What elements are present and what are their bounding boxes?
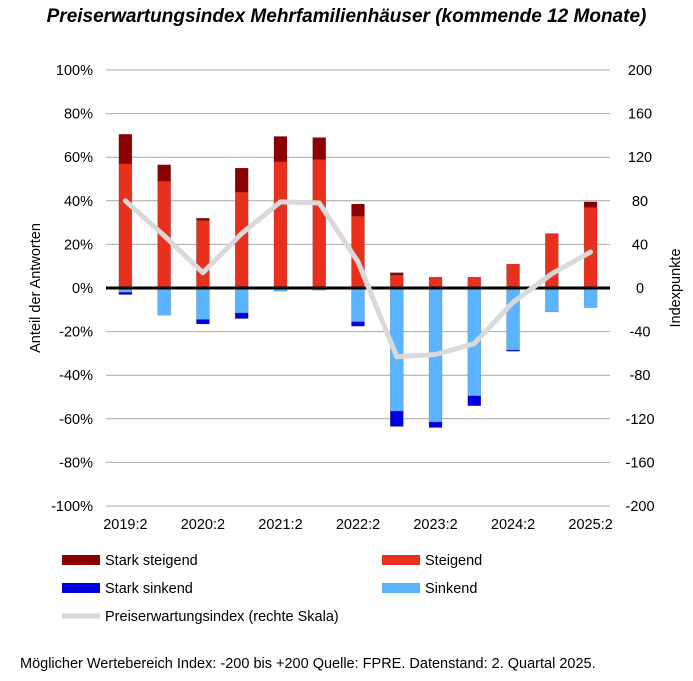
bar-sinkend <box>545 287 559 313</box>
x-tick-label: 2022:2 <box>336 517 380 533</box>
bar-steigend <box>196 220 210 289</box>
index-line-layer <box>122 198 594 360</box>
axis-layer: 100% 80% 60% 40% 20% 0% -20% -40% -60% -80% -100% 2… <box>28 63 684 533</box>
y2-tick-label: 40 <box>632 237 648 253</box>
y2-tick-label: 80 <box>632 194 648 210</box>
footnote: Möglicher Wertebereich Index: -200 bis +… <box>20 656 596 672</box>
x-tick-label: 2020:2 <box>181 517 225 533</box>
bar-stark-sinkend <box>506 349 520 352</box>
chart-title: Preiserwartungsindex Mehrfamilienhäuser … <box>46 6 647 27</box>
y2-tick-label: -40 <box>630 325 651 341</box>
bar-stark-sinkend <box>428 421 443 428</box>
bar-stark-steigend <box>390 272 404 276</box>
y-tick-label: 20% <box>64 237 93 253</box>
bar-stark-steigend <box>312 137 326 160</box>
bar-stark-steigend <box>351 203 365 217</box>
y-tick-label: 60% <box>64 150 93 166</box>
bar-stark-sinkend <box>234 312 249 319</box>
x-tick-label: 2023:2 <box>413 517 457 533</box>
bar-steigend <box>312 159 326 289</box>
bar-steigend <box>428 276 443 289</box>
y2-axis-title: Indexpunkte <box>668 248 684 327</box>
bar-steigend <box>467 276 482 289</box>
bar-stark-sinkend <box>390 410 404 427</box>
bar-stark-sinkend <box>118 292 133 295</box>
y-tick-label: -100% <box>51 499 93 515</box>
y-tick-label: 100% <box>56 63 93 79</box>
bar-stark-steigend <box>234 167 249 193</box>
bar-layer <box>118 134 598 428</box>
y2-tick-label: 0 <box>636 281 644 297</box>
bar-stark-sinkend <box>351 321 365 327</box>
bar-steigend <box>506 263 520 289</box>
legend-label-stark-sinkend: Stark sinkend <box>105 581 193 597</box>
x-tick-label: 2019:2 <box>103 517 147 533</box>
legend-swatch-sinkend <box>382 583 420 593</box>
y2-tick-label: 160 <box>628 107 652 123</box>
x-tick-label: 2025:2 <box>568 517 612 533</box>
y-tick-label: 0% <box>72 281 93 297</box>
y-tick-label: -40% <box>59 368 93 384</box>
y-tick-label: -80% <box>59 455 93 471</box>
bar-sinkend <box>351 287 365 323</box>
y2-tick-label: -200 <box>625 499 654 515</box>
y-tick-label: 40% <box>64 194 93 210</box>
x-tick-label: 2024:2 <box>491 517 535 533</box>
legend-label-stark-steigend: Stark steigend <box>105 553 198 569</box>
legend: Stark steigend Steigend Stark sinkend Sinke… <box>62 553 482 625</box>
y2-tick-label: -120 <box>625 412 654 428</box>
y2-tick-label: 200 <box>628 63 652 79</box>
bar-stark-steigend <box>583 201 598 208</box>
bar-steigend <box>118 163 133 289</box>
bar-stark-steigend <box>118 134 133 164</box>
y2-tick-label: -80 <box>630 368 651 384</box>
bar-stark-sinkend <box>196 319 210 325</box>
y-tick-label: -60% <box>59 412 93 428</box>
bar-stark-steigend <box>157 164 171 182</box>
y-tick-label: 80% <box>64 107 93 123</box>
bar-sinkend <box>234 287 249 314</box>
y-tick-label: -20% <box>59 325 93 341</box>
x-tick-label: 2021:2 <box>258 517 302 533</box>
legend-label-steigend: Steigend <box>425 553 482 569</box>
bar-sinkend <box>196 287 210 320</box>
bar-stark-sinkend <box>467 395 482 406</box>
bar-steigend <box>273 161 288 289</box>
bar-stark-steigend <box>196 217 210 221</box>
legend-swatch-stark-sinkend <box>62 583 100 593</box>
legend-label-preiserwartungsindex-rechte-skala: Preiserwartungsindex (rechte Skala) <box>105 609 339 625</box>
bar-steigend <box>583 207 598 289</box>
bar-stark-steigend <box>273 136 288 162</box>
legend-label-sinkend: Sinkend <box>425 581 477 597</box>
legend-swatch-stark-steigend <box>62 555 100 565</box>
y-axis-title: Anteil der Antworten <box>28 223 44 353</box>
bar-sinkend <box>157 287 171 316</box>
bar-steigend <box>390 274 404 289</box>
bar-sinkend <box>583 287 598 308</box>
y2-tick-label: 120 <box>628 150 652 166</box>
y2-tick-label: -160 <box>625 455 654 471</box>
legend-swatch-steigend <box>382 555 420 565</box>
